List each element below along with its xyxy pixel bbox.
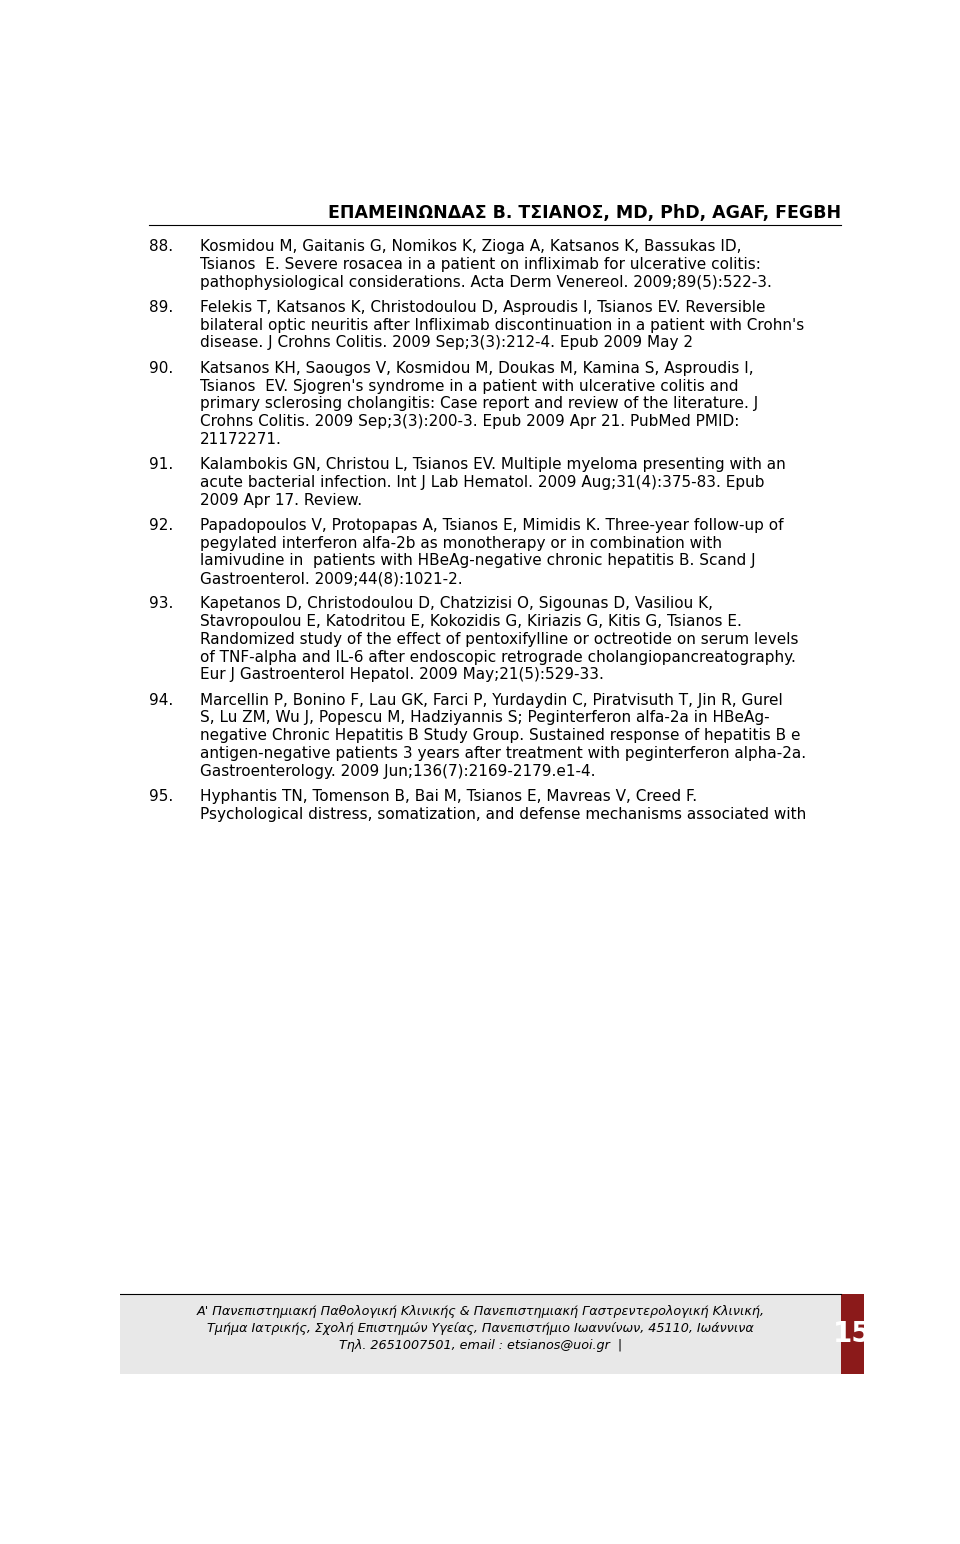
Text: ΕΠΑΜΕΙΝΩΝΔΑΣ Β. ΤΣΙΑΝΟΣ, MD, PhD, AGAF, FEGBH: ΕΠΑΜΕΙΝΩΝΔΑΣ Β. ΤΣΙΑΝΟΣ, MD, PhD, AGAF, … xyxy=(327,204,841,222)
Text: pegylated interferon alfa-2b as monotherapy or in combination with: pegylated interferon alfa-2b as monother… xyxy=(200,536,722,551)
Text: Katsanos KH, Saougos V, Kosmidou M, Doukas M, Kamina S, Asproudis I,: Katsanos KH, Saougos V, Kosmidou M, Douk… xyxy=(200,361,754,375)
Text: Marcellin P, Bonino F, Lau GK, Farci P, Yurdaydin C, Piratvisuth T, Jin R, Gurel: Marcellin P, Bonino F, Lau GK, Farci P, … xyxy=(200,693,782,707)
Text: primary sclerosing cholangitis: Case report and review of the literature. J: primary sclerosing cholangitis: Case rep… xyxy=(200,397,758,411)
Text: S, Lu ZM, Wu J, Popescu M, Hadziyannis S; Peginterferon alfa-2a in HBeAg-: S, Lu ZM, Wu J, Popescu M, Hadziyannis S… xyxy=(200,710,770,726)
Text: lamivudine in  patients with HBeAg-negative chronic hepatitis B. Scand J: lamivudine in patients with HBeAg-negati… xyxy=(200,553,756,568)
Text: negative Chronic Hepatitis B Study Group. Sustained response of hepatitis B e: negative Chronic Hepatitis B Study Group… xyxy=(200,729,801,743)
Text: 21172271.: 21172271. xyxy=(200,432,281,446)
Text: Α' Πανεπιστημιακή Παθολογική Κλινικής & Πανεπιστημιακή Γαστρεντερολογική Κλινική: Α' Πανεπιστημιακή Παθολογική Κλινικής & … xyxy=(197,1305,764,1319)
Text: Randomized study of the effect of pentoxifylline or octreotide on serum levels: Randomized study of the effect of pentox… xyxy=(200,631,799,647)
Text: Τηλ. 2651007501, email : etsianos@uoi.gr  |: Τηλ. 2651007501, email : etsianos@uoi.gr… xyxy=(339,1339,622,1351)
Text: 89.: 89. xyxy=(150,300,174,315)
Text: Gastroenterology. 2009 Jun;136(7):2169-2179.e1-4.: Gastroenterology. 2009 Jun;136(7):2169-2… xyxy=(200,764,595,778)
Text: Papadopoulos V, Protopapas A, Tsianos E, Mimidis K. Three-year follow-up of: Papadopoulos V, Protopapas A, Tsianos E,… xyxy=(200,517,783,533)
Text: disease. J Crohns Colitis. 2009 Sep;3(3):212-4. Epub 2009 May 2: disease. J Crohns Colitis. 2009 Sep;3(3)… xyxy=(200,335,693,350)
Text: Hyphantis TN, Tomenson B, Bai M, Tsianos E, Mavreas V, Creed F.: Hyphantis TN, Tomenson B, Bai M, Tsianos… xyxy=(200,789,697,804)
Text: Eur J Gastroenterol Hepatol. 2009 May;21(5):529-33.: Eur J Gastroenterol Hepatol. 2009 May;21… xyxy=(200,667,604,682)
Text: Tsianos  EV. Sjogren's syndrome in a patient with ulcerative colitis and: Tsianos EV. Sjogren's syndrome in a pati… xyxy=(200,378,738,394)
Text: antigen-negative patients 3 years after treatment with peginterferon alpha-2a.: antigen-negative patients 3 years after … xyxy=(200,746,806,761)
Text: 91.: 91. xyxy=(150,457,174,472)
Text: 93.: 93. xyxy=(150,596,174,611)
Text: Kalambokis GN, Christou L, Tsianos EV. Multiple myeloma presenting with an: Kalambokis GN, Christou L, Tsianos EV. M… xyxy=(200,457,785,472)
Text: 88.: 88. xyxy=(150,239,174,255)
Bar xyxy=(120,1294,841,1374)
Text: 92.: 92. xyxy=(150,517,174,533)
Text: pathophysiological considerations. Acta Derm Venereol. 2009;89(5):522-3.: pathophysiological considerations. Acta … xyxy=(200,275,772,290)
Text: 15: 15 xyxy=(833,1320,872,1348)
Bar xyxy=(841,1294,864,1374)
Text: bilateral optic neuritis after Infliximab discontinuation in a patient with Croh: bilateral optic neuritis after Inflixima… xyxy=(200,318,804,332)
Text: 94.: 94. xyxy=(150,693,174,707)
Text: Felekis T, Katsanos K, Christodoulou D, Asproudis I, Tsianos EV. Reversible: Felekis T, Katsanos K, Christodoulou D, … xyxy=(200,300,765,315)
Text: Kapetanos D, Christodoulou D, Chatzizisi O, Sigounas D, Vasiliou K,: Kapetanos D, Christodoulou D, Chatzizisi… xyxy=(200,596,713,611)
Text: Kosmidou M, Gaitanis G, Nomikos K, Zioga A, Katsanos K, Bassukas ID,: Kosmidou M, Gaitanis G, Nomikos K, Zioga… xyxy=(200,239,741,255)
Text: 2009 Apr 17. Review.: 2009 Apr 17. Review. xyxy=(200,493,362,508)
Text: 95.: 95. xyxy=(150,789,174,804)
Text: acute bacterial infection. Int J Lab Hematol. 2009 Aug;31(4):375-83. Epub: acute bacterial infection. Int J Lab Hem… xyxy=(200,476,764,489)
Text: 90.: 90. xyxy=(150,361,174,375)
Text: Tsianos  E. Severe rosacea in a patient on infliximab for ulcerative colitis:: Tsianos E. Severe rosacea in a patient o… xyxy=(200,256,760,272)
Text: Stavropoulou E, Katodritou E, Kokozidis G, Kiriazis G, Kitis G, Tsianos E.: Stavropoulou E, Katodritou E, Kokozidis … xyxy=(200,615,742,628)
Text: Gastroenterol. 2009;44(8):1021-2.: Gastroenterol. 2009;44(8):1021-2. xyxy=(200,571,463,587)
Text: Psychological distress, somatization, and defense mechanisms associated with: Psychological distress, somatization, an… xyxy=(200,806,806,821)
Text: of TNF-alpha and IL-6 after endoscopic retrograde cholangiopancreatography.: of TNF-alpha and IL-6 after endoscopic r… xyxy=(200,650,796,664)
Text: Τμήμα Ιατρικής, Σχολή Επιστημών Υγείας, Πανεπιστήμιο Ιωαννίνων, 45110, Ιωάννινα: Τμήμα Ιατρικής, Σχολή Επιστημών Υγείας, … xyxy=(207,1322,754,1336)
Text: Crohns Colitis. 2009 Sep;3(3):200-3. Epub 2009 Apr 21. PubMed PMID:: Crohns Colitis. 2009 Sep;3(3):200-3. Epu… xyxy=(200,414,739,429)
